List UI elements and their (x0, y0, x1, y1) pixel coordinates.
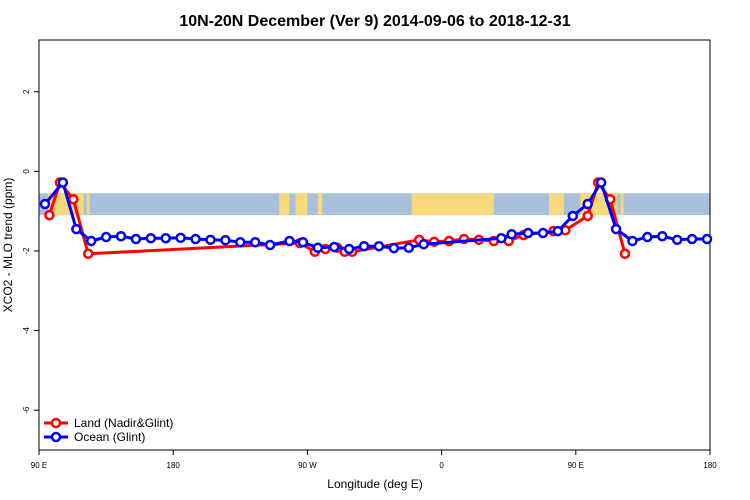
point-ocean-34 (610, 223, 622, 235)
legend-entry-ocean: Ocean (Glint) (44, 430, 145, 444)
point-ocean-13 (235, 236, 246, 248)
point-ocean-12 (220, 234, 231, 246)
point-ocean-21 (358, 240, 370, 252)
geography-band (39, 193, 710, 216)
point-ocean-28 (522, 227, 534, 239)
point-ocean-22 (373, 240, 385, 252)
point-ocean-27 (506, 229, 517, 240)
x-tick-label-1: 180 (167, 461, 181, 470)
land-patch-africa (411, 193, 494, 216)
land-patch-mexico (279, 193, 290, 216)
point-ocean-25 (418, 238, 429, 250)
point-ocean-33 (595, 177, 607, 188)
point-ocean-11 (205, 234, 216, 246)
land-patch-islands-east (620, 193, 624, 216)
legend-entry-land: Land (Nadir&Glint) (44, 416, 173, 430)
y-axis: 2 0 -2 -4 -6 (22, 89, 39, 414)
point-ocean-23 (388, 242, 400, 254)
series-group (39, 177, 713, 260)
point-ocean-18 (312, 242, 324, 254)
point-land-0 (44, 209, 55, 221)
point-ocean-7 (145, 232, 157, 244)
point-ocean-10 (190, 233, 201, 245)
point-ocean-2 (71, 223, 82, 235)
series-line-ocean (43, 181, 707, 251)
y-tick-label-0: 2 (22, 89, 31, 94)
point-ocean-4 (100, 231, 112, 243)
land-patch-caribbean (317, 193, 323, 216)
point-ocean-31 (567, 210, 579, 222)
land-patch-islands-west (86, 193, 90, 216)
point-ocean-36 (642, 231, 653, 243)
y-tick-label-2: -2 (22, 247, 31, 255)
point-ocean-3 (85, 235, 97, 247)
x-tick-label-0: 90 E (31, 461, 47, 470)
point-ocean-17 (297, 236, 309, 248)
x-tick-label-3: 0 (439, 461, 444, 470)
legend-marker-ocean (50, 431, 62, 443)
point-ocean-5 (115, 230, 127, 242)
x-axis-label: Longitude (deg E) (327, 477, 422, 491)
point-ocean-6 (130, 233, 142, 245)
point-ocean-40 (701, 233, 713, 245)
y-tick-label-4: -6 (22, 406, 31, 414)
point-ocean-24 (403, 242, 415, 254)
point-ocean-15 (264, 239, 276, 251)
chart-title: 10N-20N December (Ver 9) 2014-09-06 to 2… (179, 13, 570, 30)
point-ocean-20 (343, 243, 355, 255)
land-patch-central-america (295, 193, 308, 216)
legend: Land (Nadir&Glint) Ocean (Glint) (44, 416, 173, 444)
point-land-23 (619, 248, 631, 260)
point-ocean-39 (686, 233, 698, 245)
x-tick-label-4: 90 E (568, 461, 584, 470)
point-ocean-19 (328, 241, 340, 253)
point-ocean-16 (284, 235, 295, 247)
point-ocean-29 (537, 227, 549, 239)
point-ocean-37 (657, 230, 668, 242)
legend-marker-land (50, 417, 62, 429)
point-ocean-1 (57, 177, 69, 188)
point-land-3 (82, 248, 94, 260)
point-ocean-26 (495, 232, 507, 244)
point-land-20 (582, 210, 593, 222)
plot-frame (38, 39, 711, 451)
point-land-2 (68, 193, 79, 205)
legend-label-land: Land (Nadir&Glint) (74, 416, 173, 430)
point-ocean-14 (249, 236, 261, 248)
point-ocean-30 (552, 225, 564, 237)
series-ocean (39, 177, 713, 255)
legend-label-ocean: Ocean (Glint) (74, 430, 145, 444)
y-tick-label-3: -4 (22, 326, 31, 334)
point-ocean-32 (582, 198, 593, 210)
point-ocean-9 (175, 232, 186, 244)
point-ocean-35 (627, 235, 638, 247)
point-ocean-38 (671, 234, 683, 246)
x-tick-label-5: 180 (703, 461, 717, 470)
point-ocean-0 (39, 198, 51, 210)
point-ocean-8 (160, 232, 171, 244)
x-axis: 90 E 180 90 W 0 90 E 180 (31, 450, 717, 470)
y-tick-label-1: 0 (22, 169, 31, 174)
land-patch-india (548, 193, 564, 216)
y-axis-label: XCO2 - MLO trend (ppm) (1, 178, 15, 313)
x-tick-label-2: 90 W (298, 461, 317, 470)
ocean-band (39, 193, 710, 216)
